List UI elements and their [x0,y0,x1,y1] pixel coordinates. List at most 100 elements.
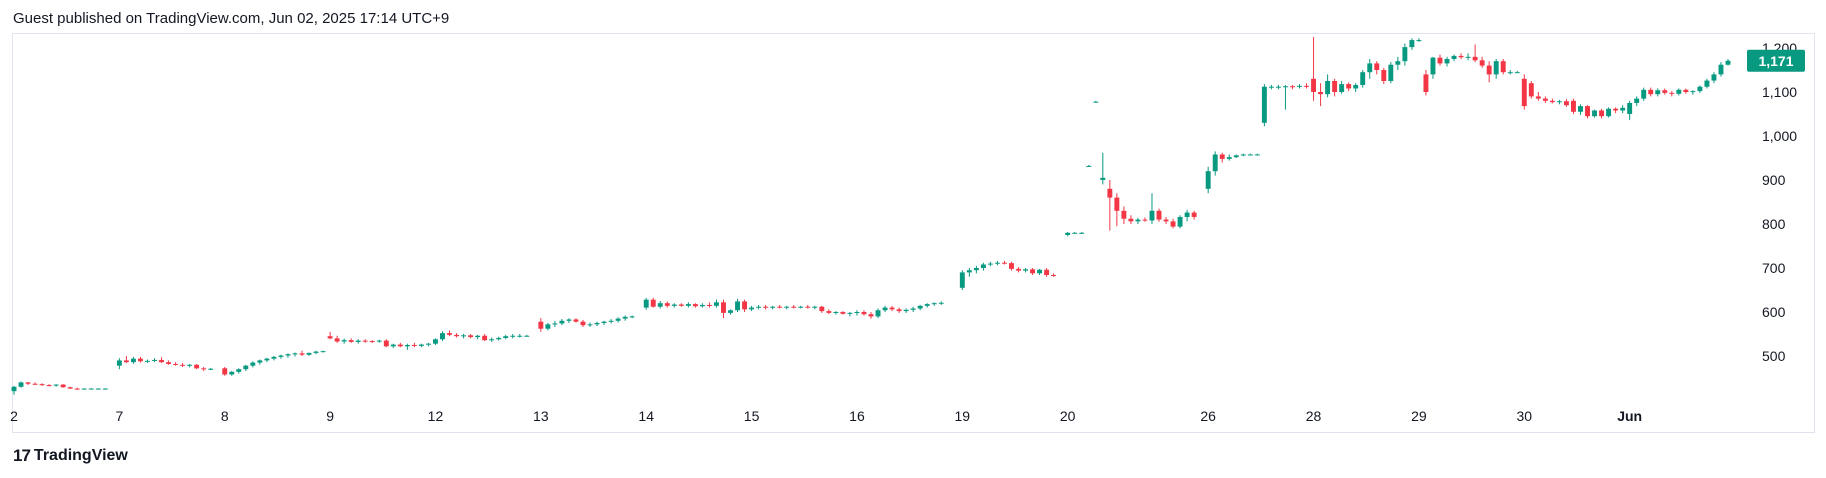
candle [1233,154,1239,158]
candle-body [840,312,846,314]
tradingview-logo[interactable]: 17 TradingView [13,446,128,466]
candle [236,368,242,374]
candle [1339,81,1345,94]
candle [1627,100,1633,121]
candle [1430,56,1436,79]
candle-body [145,360,150,362]
candle [1388,62,1394,84]
candle [496,336,502,341]
candle-body [229,371,235,375]
candle [1093,100,1099,103]
candle-body [770,306,776,308]
candle [404,343,410,350]
candle-body [1170,221,1176,227]
candle-body [622,316,628,319]
candle-body [1676,89,1682,94]
candle [1346,82,1352,92]
candle-body [763,306,769,308]
time-tick-label: 2 [10,408,18,424]
candle-body [461,335,467,337]
time-axis: 2 7 8 9 12 13 14 15 16 19 20 26 28 29 30 Jun [10,408,1642,424]
candle [1044,268,1050,277]
candle-body [1325,81,1331,95]
candle [461,334,467,339]
tv-logo-icon: 17 [13,446,31,465]
candle-body [545,324,551,329]
candle [1226,154,1232,161]
candle [1683,88,1689,94]
candle-body [552,323,558,325]
candle-body [1669,92,1675,94]
candle-body [1465,56,1471,58]
candle [1507,70,1513,75]
candle-body [692,304,698,307]
candle-body [728,310,733,313]
candles-layer [11,37,1731,395]
candle-body [1226,157,1232,159]
candle-body [1318,92,1324,95]
candle-body [587,324,593,326]
candle [1184,209,1190,222]
candle [482,334,488,342]
candle [1142,217,1148,222]
candle [1549,98,1555,104]
candle [896,307,902,313]
candle-body [369,341,375,343]
candle-body [1437,57,1443,64]
candle [74,387,80,390]
time-tick-label: 19 [955,408,971,424]
candle [369,340,375,343]
candle [1086,165,1092,167]
candle [306,352,312,356]
candle [1465,53,1471,61]
chart-pane[interactable] [12,33,1815,433]
candle-body [271,356,277,359]
candle-body [1395,61,1401,65]
candle-body [39,384,45,386]
candle-body [60,384,66,388]
candle-body [376,340,382,342]
candle [243,364,249,371]
candle [46,384,52,387]
candle [587,322,593,327]
candle-body [1374,63,1380,70]
candle-body [608,320,614,322]
candle [348,338,354,343]
candle [201,367,207,371]
candle-body [1535,96,1541,99]
candle [130,356,136,364]
price-tick-label: 800 [1762,216,1786,232]
last-price-label: 1,171 [1758,53,1793,69]
candle [194,363,200,370]
candle-body [1156,210,1162,220]
candle-body [1002,262,1007,264]
candle [1304,83,1309,89]
candle [123,356,129,364]
candle [1030,268,1036,276]
candle [678,303,684,307]
candle-body [973,268,979,271]
candle [1416,38,1422,42]
candle [1711,72,1717,84]
candle [341,338,347,344]
candle [11,385,17,395]
time-tick-label: 15 [744,408,760,424]
candle [1065,231,1071,237]
candle-body [187,364,193,366]
candle [433,338,438,345]
candle-body [243,365,249,370]
candle-body [397,344,403,347]
candle-body [1423,74,1429,92]
candle [1571,98,1576,114]
candle-body [889,307,895,310]
candle [229,370,235,376]
candle-body [917,305,923,309]
candle-body [910,308,916,310]
candle [728,309,733,315]
candle [67,386,73,389]
candle-body [938,302,944,304]
candle-body [1613,108,1619,111]
candle [362,339,368,343]
candle [1374,61,1380,75]
